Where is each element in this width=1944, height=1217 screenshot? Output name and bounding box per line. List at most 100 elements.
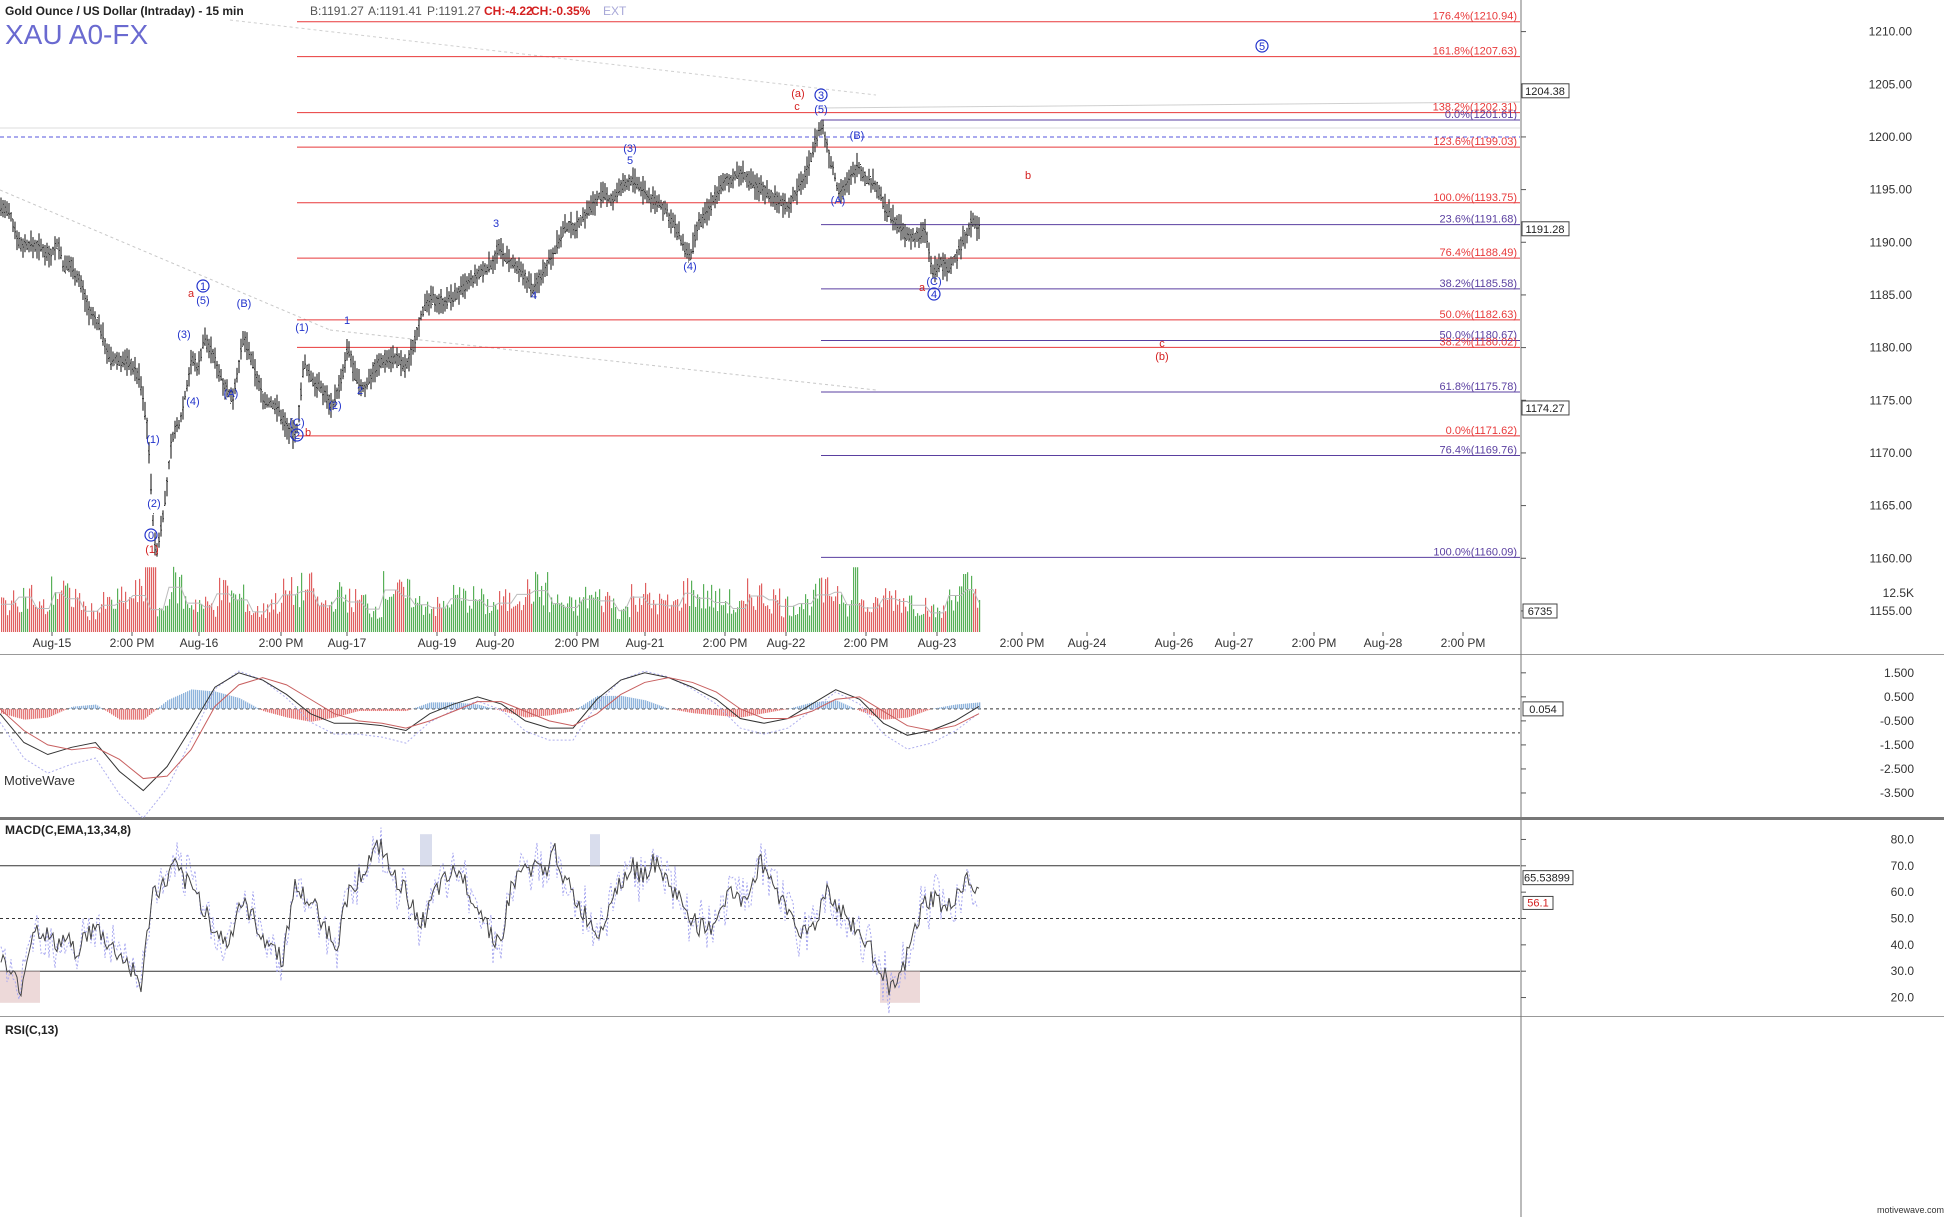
volume-bar xyxy=(903,598,905,632)
volume-bar xyxy=(97,610,99,632)
volume-bar xyxy=(81,609,83,632)
macd-histogram-bar xyxy=(275,708,277,715)
volume-bar xyxy=(383,571,385,632)
volume-bar xyxy=(633,596,635,632)
volume-bar xyxy=(529,589,531,632)
volume-bar xyxy=(121,586,123,632)
wave-label: (C) xyxy=(926,276,941,288)
volume-bar xyxy=(939,611,941,632)
macd-histogram-bar xyxy=(111,708,113,715)
macd-histogram-bar xyxy=(225,694,227,709)
wave-label: 2 xyxy=(294,430,300,442)
volume-bar xyxy=(791,616,793,632)
macd-histogram-bar xyxy=(783,708,785,710)
volume-bar xyxy=(865,611,867,632)
volume-bar xyxy=(761,583,763,632)
macd-histogram-bar xyxy=(341,708,343,716)
volume-bar xyxy=(653,599,655,632)
macd-histogram-bar xyxy=(441,702,443,709)
macd-histogram-bar xyxy=(435,702,437,709)
macd-histogram-bar xyxy=(485,706,487,709)
volume-bar xyxy=(949,589,951,632)
macd-histogram-bar xyxy=(491,708,493,709)
price-bars xyxy=(0,119,980,557)
macd-histogram-bar xyxy=(573,708,575,712)
volume-bar xyxy=(443,600,445,632)
macd-histogram-bar xyxy=(847,705,849,709)
macd-histogram-bar xyxy=(323,708,325,720)
macd-histogram-bar xyxy=(171,698,173,709)
x-tick-label: Aug-21 xyxy=(626,636,665,650)
macd-histogram-bar xyxy=(699,708,701,714)
macd-histogram-bar xyxy=(1,708,3,714)
macd-histogram-bar xyxy=(745,708,747,717)
wave-label: b xyxy=(1025,170,1031,182)
volume-bar xyxy=(907,611,909,632)
macd-histogram-bar xyxy=(211,691,213,709)
macd-histogram-bar xyxy=(769,708,771,713)
volume-bar xyxy=(843,602,845,632)
volume-bar xyxy=(265,618,267,632)
macd-histogram-bar xyxy=(805,704,807,709)
volume-bar xyxy=(199,600,201,632)
volume-bar xyxy=(867,607,869,632)
macd-histogram-bar xyxy=(753,708,755,716)
macd-histogram-bar xyxy=(33,708,35,719)
volume-bar xyxy=(909,595,911,632)
macd-histogram-bar xyxy=(553,708,555,715)
volume-bar xyxy=(695,606,697,632)
wave-label-circle xyxy=(927,287,941,301)
macd-histogram-bar xyxy=(927,708,929,711)
volume-bar xyxy=(689,606,691,632)
volume-bar xyxy=(145,567,147,632)
macd-histogram-bar xyxy=(309,708,311,722)
volume-bar xyxy=(625,606,627,632)
rsi-panel: 80.0 70.0 60.0 50.0 40.0 30.0 20.0 65.53899 56.1 xyxy=(0,827,1915,1014)
macd-histogram-bar xyxy=(649,701,651,709)
volume-bar xyxy=(571,597,573,632)
macd-histogram-bar xyxy=(935,708,937,709)
macd-histogram-bar xyxy=(663,706,665,709)
macd-histogram-bar xyxy=(601,695,603,709)
volume-bar xyxy=(179,576,181,632)
volume-bar xyxy=(649,592,651,632)
volume-bar xyxy=(127,609,129,632)
volume-bar xyxy=(107,597,109,632)
volume-bar xyxy=(441,608,443,632)
volume-bar xyxy=(929,616,931,632)
macd-histogram-bar xyxy=(647,701,649,709)
volume-bar xyxy=(413,606,415,632)
volume-bar xyxy=(729,589,731,632)
macd-histogram-bar xyxy=(857,708,859,710)
volume-bar xyxy=(37,607,39,632)
macd-histogram-bar xyxy=(395,708,397,712)
rsi-tick-label: 80.0 xyxy=(1891,832,1915,846)
volume-bar xyxy=(161,608,163,632)
volume-bar xyxy=(711,584,713,632)
volume-bar xyxy=(55,592,57,632)
macd-histogram-bar xyxy=(607,695,609,709)
volume-bar xyxy=(589,595,591,632)
volume-bar xyxy=(205,596,207,632)
macd-line xyxy=(0,672,980,792)
volume-bar xyxy=(881,607,883,632)
x-tick-label: 2:00 PM xyxy=(1000,636,1045,650)
macd-histogram-bar xyxy=(697,708,699,714)
volume-bar xyxy=(697,594,699,632)
macd-histogram-bar xyxy=(657,704,659,709)
volume-bar xyxy=(911,595,913,632)
volume-bar xyxy=(349,588,351,632)
macd-histogram-bar xyxy=(705,708,707,715)
price-tag-label: 1191.28 xyxy=(1526,224,1565,236)
macd-histogram-bar xyxy=(853,708,855,709)
volume-bar xyxy=(655,604,657,632)
price-tick-label: 1195.00 xyxy=(1870,183,1913,197)
volume-bar xyxy=(505,589,507,632)
volume-bar xyxy=(251,615,253,632)
volume-bar xyxy=(629,617,631,632)
wave-label: (b) xyxy=(1155,351,1168,363)
macd-histogram-bar xyxy=(351,708,353,713)
macd-histogram-bar xyxy=(193,689,195,709)
macd-histogram-bar xyxy=(825,701,827,709)
